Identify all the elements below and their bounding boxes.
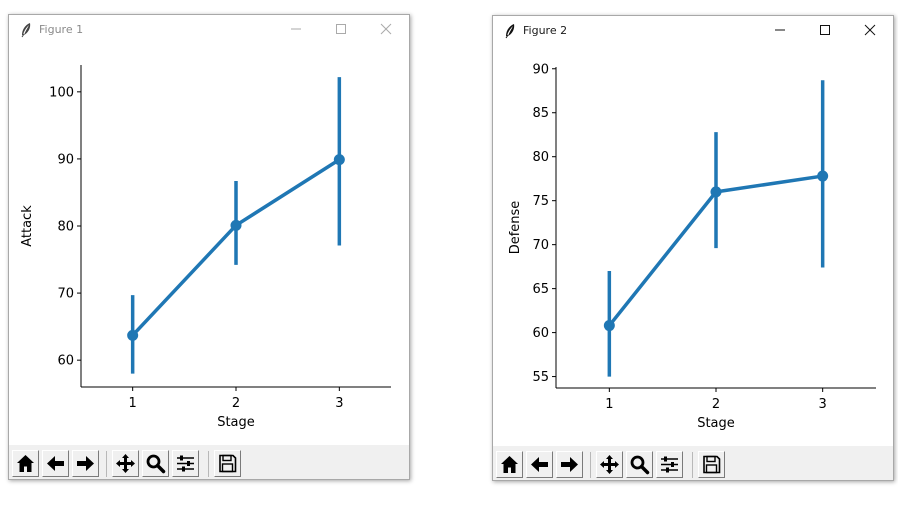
forward-icon <box>77 456 94 471</box>
x-tick-label: 1 <box>605 397 613 412</box>
maximize-icon[interactable] <box>334 22 348 36</box>
y-tick-label: 90 <box>57 152 74 167</box>
toolbar-separator <box>106 451 107 477</box>
forward-button[interactable] <box>556 451 583 478</box>
y-axis-label: Defense <box>508 201 523 255</box>
minimize-icon[interactable] <box>773 23 787 37</box>
y-tick-label: 80 <box>532 150 549 165</box>
zoom-icon <box>630 455 650 475</box>
y-tick-label: 60 <box>532 326 549 341</box>
data-point <box>230 219 242 231</box>
save-icon <box>219 454 237 473</box>
zoom-button[interactable] <box>142 450 169 477</box>
y-tick-label: 90 <box>532 62 549 77</box>
defense-chart[interactable]: 55 60 65 70 75 80 85 90 1 2 3 Stage Defense <box>493 46 893 446</box>
save-button[interactable] <box>698 451 725 478</box>
attack-chart[interactable]: 60 70 80 90 100 1 2 3 Stage Attack <box>9 45 409 445</box>
home-icon <box>501 456 518 473</box>
save-icon <box>703 455 721 474</box>
figure-1-window: Figure 1 60 70 80 90 100 1 2 3 Stage Attack <box>8 14 410 480</box>
back-icon <box>531 457 548 472</box>
home-button[interactable] <box>12 450 39 477</box>
data-point <box>817 170 829 182</box>
back-button[interactable] <box>526 451 553 478</box>
pan-icon <box>600 455 619 474</box>
home-button[interactable] <box>496 451 523 478</box>
x-tick-label: 3 <box>819 397 827 412</box>
title-bar[interactable]: Figure 2 <box>493 16 893 46</box>
configure-subplots-icon <box>661 456 678 473</box>
configure-subplots-icon <box>177 455 194 472</box>
back-button[interactable] <box>42 450 69 477</box>
close-icon[interactable] <box>379 22 393 36</box>
back-icon <box>47 456 64 471</box>
navigation-toolbar <box>9 445 409 479</box>
minimize-icon[interactable] <box>289 22 303 36</box>
feather-icon <box>505 24 515 39</box>
data-point <box>127 329 139 341</box>
save-button[interactable] <box>214 450 241 477</box>
x-tick-label: 1 <box>129 396 137 411</box>
y-tick-label: 80 <box>57 220 74 235</box>
zoom-icon <box>146 454 166 474</box>
x-tick-label: 2 <box>232 396 240 411</box>
maximize-icon[interactable] <box>818 23 832 37</box>
close-icon[interactable] <box>863 23 877 37</box>
pan-icon <box>116 454 135 473</box>
forward-icon <box>561 457 578 472</box>
feather-icon <box>21 23 31 38</box>
y-tick-label: 60 <box>57 354 74 369</box>
configure-subplots-button[interactable] <box>172 450 199 477</box>
toolbar-separator <box>208 451 209 477</box>
y-tick-label: 100 <box>49 85 74 100</box>
y-tick-label: 70 <box>532 238 549 253</box>
navigation-toolbar <box>493 446 893 480</box>
toolbar-separator <box>590 452 591 478</box>
title-bar[interactable]: Figure 1 <box>9 15 409 45</box>
y-axis-label: Attack <box>20 205 35 247</box>
x-axis-label: Stage <box>697 416 735 431</box>
x-tick-label: 2 <box>712 397 720 412</box>
forward-button[interactable] <box>72 450 99 477</box>
pan-button[interactable] <box>112 450 139 477</box>
data-point <box>710 186 722 198</box>
pan-button[interactable] <box>596 451 623 478</box>
x-tick-label: 3 <box>335 396 343 411</box>
window-title: Figure 2 <box>523 24 568 37</box>
window-title: Figure 1 <box>39 23 84 36</box>
y-tick-label: 75 <box>532 194 549 209</box>
data-point <box>333 154 345 166</box>
data-point <box>603 320 615 332</box>
y-tick-label: 70 <box>57 287 74 302</box>
x-axis-label: Stage <box>217 415 255 430</box>
zoom-button[interactable] <box>626 451 653 478</box>
configure-subplots-button[interactable] <box>656 451 683 478</box>
figure-2-window: Figure 2 55 60 65 70 75 80 85 90 1 2 3 Stage Defense <box>492 15 894 481</box>
home-icon <box>17 455 34 472</box>
y-tick-label: 85 <box>532 106 549 121</box>
y-tick-label: 65 <box>532 282 549 297</box>
toolbar-separator <box>692 452 693 478</box>
y-tick-label: 55 <box>532 370 549 385</box>
